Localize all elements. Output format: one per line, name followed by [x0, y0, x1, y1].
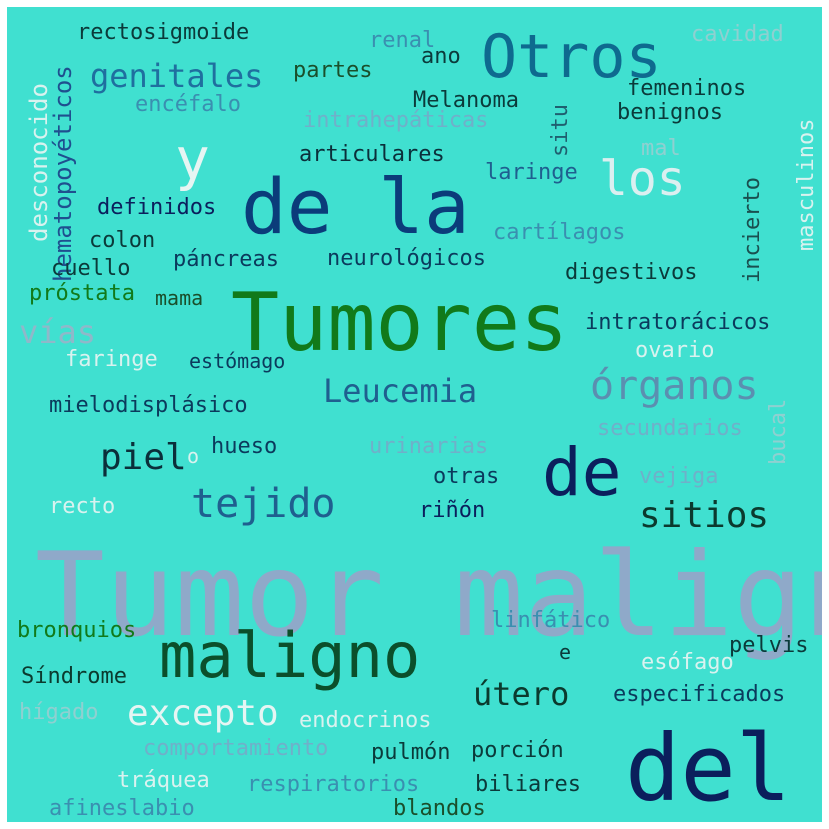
cloud-word-porción: porción: [471, 738, 564, 763]
cloud-word-desconocido: desconocido: [25, 83, 53, 242]
cloud-word-de: de: [542, 434, 621, 511]
cloud-word-endocrinos: endocrinos: [299, 708, 431, 733]
cloud-word-otros: Otros: [481, 22, 662, 92]
cloud-word-útero: útero: [473, 675, 569, 713]
cloud-word-e: e: [559, 640, 571, 664]
cloud-word-intrahepáticas: intrahepáticas: [303, 108, 488, 133]
cloud-word-cuello: cuello: [51, 256, 130, 281]
cloud-word-laringe: laringe: [485, 160, 578, 185]
cloud-word-bucal: bucal: [766, 399, 791, 465]
cloud-word-benignos: benignos: [617, 100, 723, 125]
cloud-word-tráquea: tráquea: [117, 768, 210, 793]
cloud-word-mal: mal: [641, 136, 681, 161]
cloud-word-páncreas: páncreas: [173, 247, 279, 272]
cloud-word-ano: ano: [421, 44, 461, 69]
cloud-word-respiratorios: respiratorios: [247, 772, 419, 797]
cloud-word-estómago: estómago: [189, 349, 285, 373]
cloud-word-situ: situ: [548, 104, 573, 157]
cloud-word-hígado: hígado: [19, 700, 98, 725]
cloud-word-otras: otras: [433, 464, 499, 489]
cloud-word-hueso: hueso: [211, 434, 277, 459]
cloud-word-urinarias: urinarias: [369, 434, 488, 459]
cloud-word-intratorácicos: intratorácicos: [585, 310, 770, 335]
cloud-word-hematopoyéticos: hematopoyéticos: [49, 65, 77, 282]
cloud-word-de-la: de la: [241, 162, 470, 251]
cloud-word-piel: piel: [100, 437, 187, 478]
cloud-word-afineslabio: afineslabio: [49, 796, 195, 821]
cloud-word-partes: partes: [293, 58, 372, 83]
cloud-word-linfático: linfático: [491, 608, 610, 633]
cloud-word-masculinos: masculinos: [794, 119, 819, 251]
cloud-word-del: del: [625, 715, 791, 822]
cloud-word-definidos: definidos: [97, 195, 216, 220]
cloud-word-encéfalo: encéfalo: [135, 92, 241, 117]
word-cloud-canvas: Tumor maligno Tumores del de la maligno Otros…: [7, 7, 822, 822]
cloud-word-cavidad: cavidad: [691, 22, 784, 47]
cloud-word-secundarios: secundarios: [597, 416, 743, 441]
cloud-word-digestivos: digestivos: [565, 260, 697, 285]
cloud-word-faringe: faringe: [65, 347, 158, 372]
cloud-word-bronquios: bronquios: [17, 618, 136, 643]
cloud-word-pulmón: pulmón: [371, 740, 450, 765]
cloud-word-o: o: [187, 444, 199, 468]
cloud-word-leucemia: Leucemia: [323, 372, 477, 410]
cloud-word-tumor-maligno: Tumor maligno: [35, 528, 822, 663]
word-cloud: Tumor maligno Tumores del de la maligno Otros…: [7, 7, 822, 822]
cloud-word-maligno: maligno: [159, 619, 420, 692]
cloud-word-pelvis: pelvis: [729, 633, 808, 658]
cloud-word-esófago: esófago: [641, 650, 734, 675]
cloud-word-órganos: órganos: [590, 363, 759, 409]
cloud-word-cartílagos: cartílagos: [493, 220, 625, 245]
cloud-word-especificados: especificados: [613, 682, 785, 707]
cloud-word-neurológicos: neurológicos: [327, 246, 486, 271]
cloud-word-articulares: articulares: [299, 142, 445, 167]
cloud-word-melanoma: Melanoma: [413, 88, 519, 113]
cloud-word-rectosigmoide: rectosigmoide: [77, 20, 249, 45]
cloud-word-excepto: excepto: [127, 693, 279, 734]
cloud-word-colon: colon: [89, 228, 155, 253]
word-cloud-words: Tumor maligno Tumores del de la maligno Otros…: [17, 20, 822, 822]
cloud-word-femeninos: femeninos: [627, 76, 746, 101]
cloud-word-sitios: sitios: [639, 495, 769, 536]
cloud-word-biliares: biliares: [475, 772, 581, 797]
word-cloud-background: [7, 7, 822, 822]
cloud-word-tumores: Tumores: [231, 276, 568, 369]
cloud-word-tejido: tejido: [191, 481, 336, 527]
cloud-word-vías: vías: [19, 313, 96, 351]
cloud-word-incierto: incierto: [740, 177, 765, 283]
cloud-word-blandos: blandos: [393, 796, 486, 821]
cloud-word-ovario: ovario: [635, 338, 714, 363]
cloud-word-mama: mama: [155, 286, 203, 310]
cloud-word-genitales: genitales: [90, 57, 263, 95]
cloud-word-comportamiento: comportamiento: [143, 736, 328, 761]
cloud-word-y: y: [175, 125, 210, 193]
cloud-word-riñón: riñón: [419, 498, 485, 523]
cloud-word-mielodisplásico: mielodisplásico: [49, 393, 248, 418]
cloud-word-renal: renal: [369, 28, 435, 53]
cloud-word-recto: recto: [49, 494, 115, 519]
cloud-word-los: los: [599, 151, 686, 207]
cloud-word-próstata: próstata: [29, 281, 135, 306]
cloud-word-síndrome: Síndrome: [21, 664, 127, 689]
cloud-word-vejiga: vejiga: [639, 464, 718, 489]
